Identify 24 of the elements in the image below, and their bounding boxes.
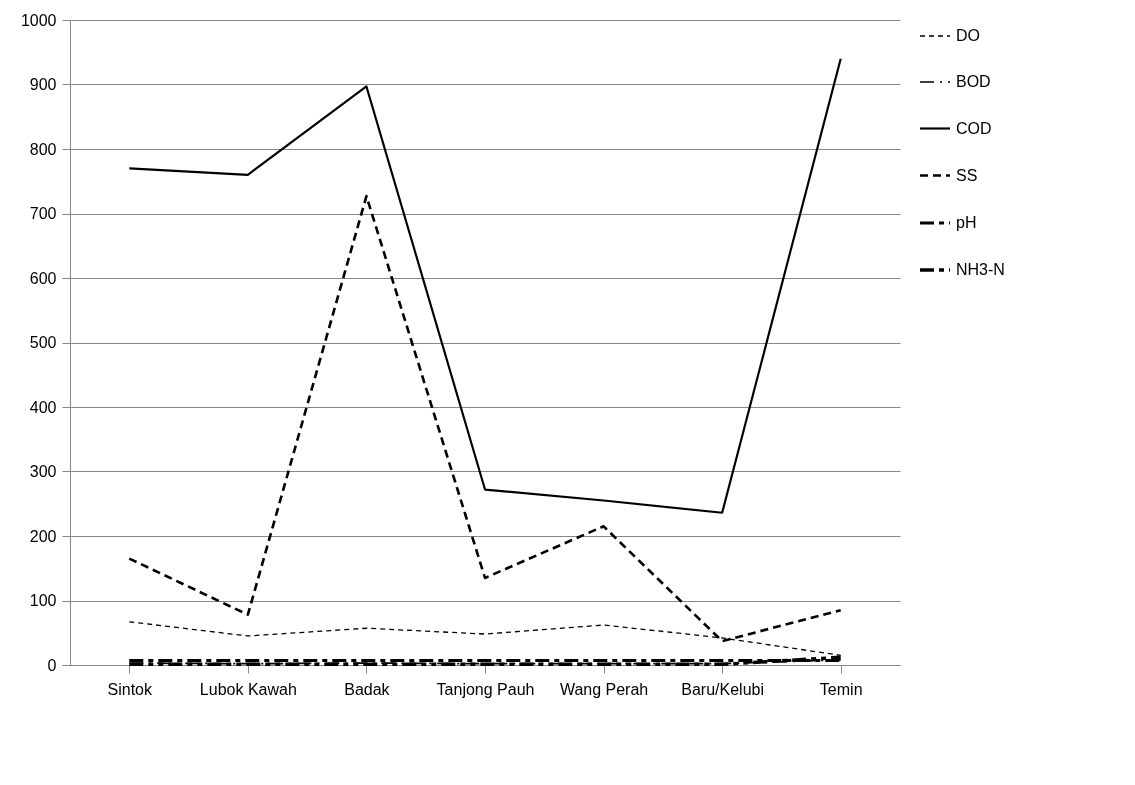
legend-label: NH3-N — [956, 261, 1005, 278]
y-tick-label: 900 — [29, 76, 57, 93]
legend-label: SS — [956, 166, 978, 184]
x-tick-label: Badak — [344, 680, 391, 698]
legend-label: DO — [956, 27, 980, 44]
x-tick-label: Lubok Kawah — [199, 680, 297, 698]
y-tick-label: 100 — [29, 592, 57, 609]
y-tick-label: 500 — [29, 334, 57, 351]
y-tick-label: 700 — [29, 205, 57, 222]
y-tick-label: 800 — [29, 140, 57, 158]
y-tick-label: 0 — [47, 656, 57, 674]
x-tick-label: Sintok — [107, 680, 154, 698]
x-tick-label: Wang Perah — [559, 680, 649, 698]
legend-label: pH — [956, 214, 977, 231]
legend-label: BOD — [956, 73, 991, 90]
y-tick-label: 1000 — [20, 11, 57, 29]
y-tick-label: 200 — [29, 527, 57, 545]
x-tick-label: Temin — [819, 680, 863, 698]
x-tick-label: Tanjong Pauh — [436, 680, 535, 698]
y-tick-label: 600 — [29, 269, 57, 287]
x-tick-label: Baru/Kelubi — [681, 680, 764, 698]
legend-label: COD — [956, 119, 992, 137]
y-tick-label: 300 — [29, 463, 57, 480]
y-tick-label: 400 — [29, 398, 57, 416]
